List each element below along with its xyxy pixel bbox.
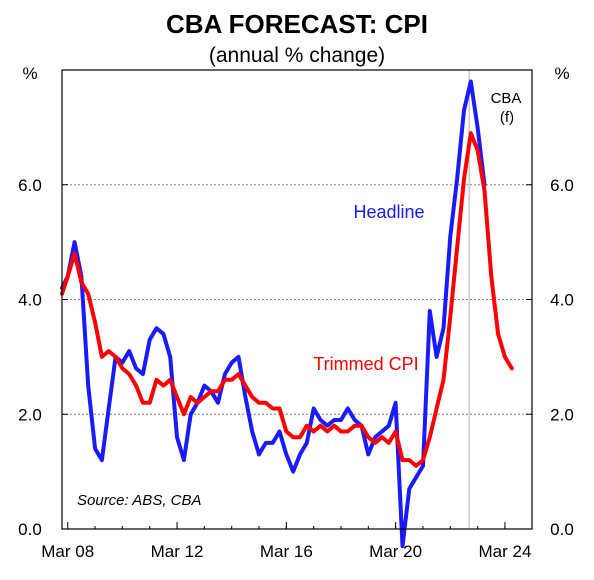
trimmed-series-label: Trimmed CPI	[313, 354, 418, 374]
x-tick-label-3: Mar 20	[369, 542, 422, 561]
forecast-label-f: (f)	[500, 109, 514, 126]
series-lines	[60, 79, 514, 549]
y-tick-label-right-1: 2.0	[550, 405, 574, 424]
y-tick-label-left-1: 2.0	[18, 405, 42, 424]
y-tick-label-right-3: 6.0	[550, 176, 574, 195]
headline-series-label: Headline	[353, 202, 424, 222]
y-tick-label-right-0: 0.0	[550, 520, 574, 539]
y-unit-left: %	[22, 64, 37, 83]
x-axis-ticks: Mar 08 Mar 12 Mar 16 Mar 20 Mar 24	[41, 522, 531, 561]
source-note: Source: ABS, CBA	[77, 492, 202, 509]
y-tick-label-left-3: 6.0	[18, 176, 42, 195]
y-unit-right: %	[554, 64, 569, 83]
x-tick-label-2: Mar 16	[260, 542, 313, 561]
forecast-label-cba: CBA	[491, 90, 522, 107]
y-tick-label-right-2: 4.0	[550, 291, 574, 310]
series-line-trimmed-cpi	[60, 131, 514, 468]
y-tick-label-left-0: 0.0	[18, 520, 42, 539]
x-tick-label-1: Mar 12	[151, 542, 204, 561]
chart-title: CBA FORECAST: CPI	[166, 9, 428, 39]
series-line-headline	[60, 79, 487, 549]
y-axis-ticks: 0.0 0.0 2.0 2.0 4.0 4.0 6.0 6.0	[18, 176, 574, 539]
x-tick-label-0: Mar 08	[41, 542, 94, 561]
x-tick-label-4: Mar 24	[478, 542, 531, 561]
y-tick-label-left-2: 4.0	[18, 291, 42, 310]
chart-subtitle: (annual % change)	[209, 44, 385, 67]
